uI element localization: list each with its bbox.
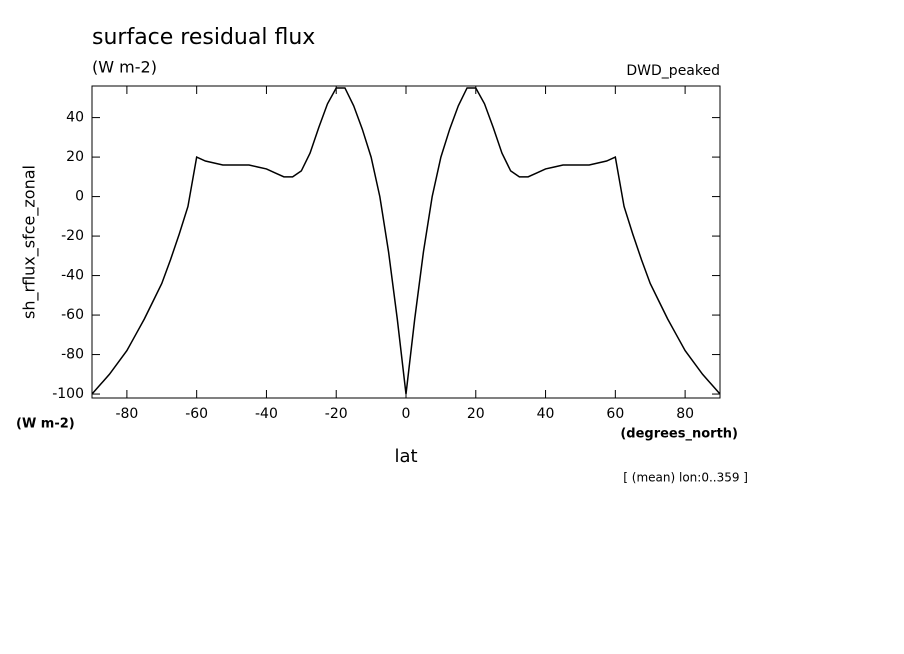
note: [ (mean) lon:0..359 ]: [623, 471, 748, 485]
x-tick-label: -60: [185, 406, 208, 422]
y-axis-label: sh_rflux_sfce_zonal: [20, 165, 40, 319]
y-tick-label: -20: [61, 228, 84, 244]
y-units: (W m-2): [16, 417, 75, 432]
y-tick-label: 40: [66, 110, 84, 126]
y-tick-label: 20: [66, 149, 84, 165]
data-line: [91, 87, 721, 395]
plot-frame: [91, 85, 721, 399]
x-axis-label: lat: [394, 446, 417, 467]
x-tick-label: 40: [537, 406, 555, 422]
x-tick-label: 0: [402, 406, 411, 422]
chart-subtitle: (W m-2): [92, 58, 157, 77]
x-tick-label: -80: [115, 406, 138, 422]
x-tick-label: 20: [467, 406, 485, 422]
x-tick-label: 60: [606, 406, 624, 422]
x-units: (degrees_north): [620, 427, 738, 442]
x-tick-label: 80: [676, 406, 694, 422]
y-tick-label: 0: [75, 189, 84, 205]
x-tick-label: -40: [255, 406, 278, 422]
y-tick-label: -40: [61, 268, 84, 284]
y-tick-label: -80: [61, 347, 84, 363]
y-tick-label: -100: [52, 386, 84, 402]
y-tick-label: -60: [61, 307, 84, 323]
chart-title: surface residual flux: [92, 25, 315, 50]
x-tick-label: -20: [325, 406, 348, 422]
dataset-label: DWD_peaked: [626, 63, 720, 79]
